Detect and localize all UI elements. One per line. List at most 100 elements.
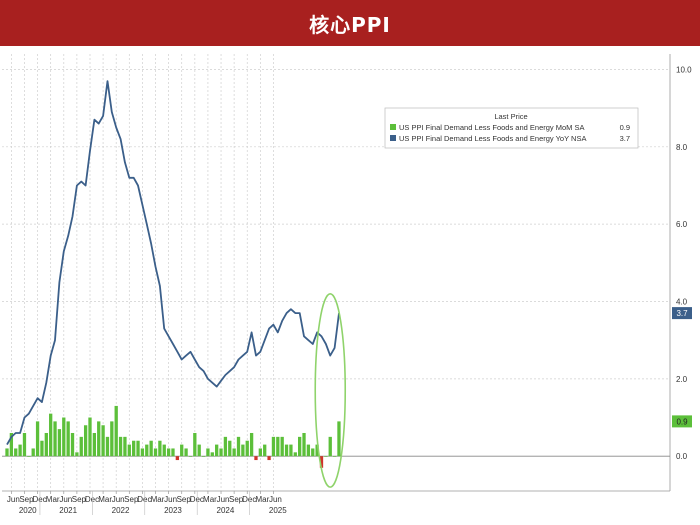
mom-bar [22,432,27,457]
mom-bar [18,444,22,457]
y-axis: 10.0 8.0 6.0 4.0 2.0 0.0 [676,65,692,461]
mom-bar [324,456,328,457]
mom-bar [66,421,70,457]
legend-label-yoy: US PPI Final Demand Less Foods and Energ… [399,134,586,143]
x-month-label: Mar [255,495,269,504]
mom-bar [70,432,75,457]
mom-bar [53,421,57,457]
x-month-label: Dec [137,495,151,504]
x-month-label: Jun [59,495,72,504]
x-month-label: Dec [85,495,99,504]
mom-bar [92,432,97,457]
mom-bar [228,440,232,457]
mom-bar [110,421,114,457]
x-year-label: 2022 [112,506,130,515]
mom-bar [118,436,123,457]
mom-bar [57,429,62,457]
mom-bar [201,456,206,457]
mom-bar [315,444,319,457]
mom-bar [149,440,153,457]
mom-bar [35,421,40,457]
mom-bar [184,448,188,457]
mom-bar [145,444,149,457]
x-month-label: Sep [177,495,192,504]
badge-yoy-value: 3.7 [676,309,688,318]
mom-bar [162,444,166,457]
x-month-label: Dec [242,495,256,504]
mom-bar [5,448,9,457]
x-month-label: Jun [7,495,20,504]
mom-bar [245,440,249,457]
y-tick-label: 10.0 [676,65,692,74]
badge-mom-value: 0.9 [676,417,688,426]
mom-bar [153,448,158,457]
x-month-label: Mar [46,495,60,504]
badge-yoy [672,307,692,320]
mom-bar [83,425,88,457]
mom-bar [319,456,324,468]
legend-box [384,107,639,149]
y-tick-label: 6.0 [676,220,688,229]
mom-bar [232,448,236,457]
mom-bar [284,444,289,457]
mom-bar [271,436,276,457]
mom-bar [197,444,201,457]
x-year-label: 2020 [19,506,37,515]
mom-bar [166,448,171,457]
badge-mom [672,415,692,428]
mom-bar [293,452,297,457]
x-year-label: 2025 [269,506,287,515]
mom-bar [236,436,241,457]
legend-header: Last Price [494,112,527,121]
y-tick-label: 4.0 [676,298,688,307]
x-month-label: Sep [72,495,87,504]
mom-bar [123,436,127,457]
x-month-label: Mar [151,495,165,504]
mom-bar [328,436,332,457]
mom-bar [132,440,136,457]
mom-bar [171,448,175,457]
mom-bar [175,456,180,461]
y-tick-label: 0.0 [676,452,688,461]
mom-bar [40,440,44,457]
mom-bars [5,405,341,468]
mom-bar [105,436,110,457]
mom-bar [14,448,18,457]
mom-bar [302,432,306,457]
mom-bar [62,417,66,457]
x-month-label: Sep [229,495,244,504]
mom-bar [9,432,14,457]
mom-bar [79,436,83,457]
x-year-label: 2023 [164,506,182,515]
mom-bar [206,448,210,457]
mom-bar [180,444,184,457]
x-month-label: Jun [164,495,177,504]
mom-bar [267,456,271,461]
x-month-label: Jun [217,495,230,504]
highlight-ellipse [314,292,347,488]
mom-bar [298,436,302,457]
chart-title: 核心PPI [0,0,700,46]
mom-bar [223,436,228,457]
mom-bar [219,448,223,457]
x-month-label: Dec [190,495,204,504]
mom-bar [332,456,337,457]
y-tick-label: 2.0 [676,375,688,384]
mom-bar [311,448,315,457]
x-month-label: Mar [203,495,217,504]
x-month-label: Dec [32,495,46,504]
mom-bar [280,436,284,457]
mom-bar [75,452,79,457]
last-value-badges: 3.7 0.9 [672,307,692,428]
legend-swatch-mom [390,124,396,130]
mom-bar [97,421,101,457]
mom-bar [27,456,31,457]
legend-value-yoy: 3.7 [620,134,630,143]
legend-value-mom: 0.9 [620,123,630,132]
mom-bar [114,405,118,457]
mom-bar [188,456,193,457]
legend: Last Price US PPI Final Demand Less Food… [384,107,639,149]
mom-bar [306,444,311,457]
mom-bar [215,444,219,457]
mom-bar [249,432,254,457]
